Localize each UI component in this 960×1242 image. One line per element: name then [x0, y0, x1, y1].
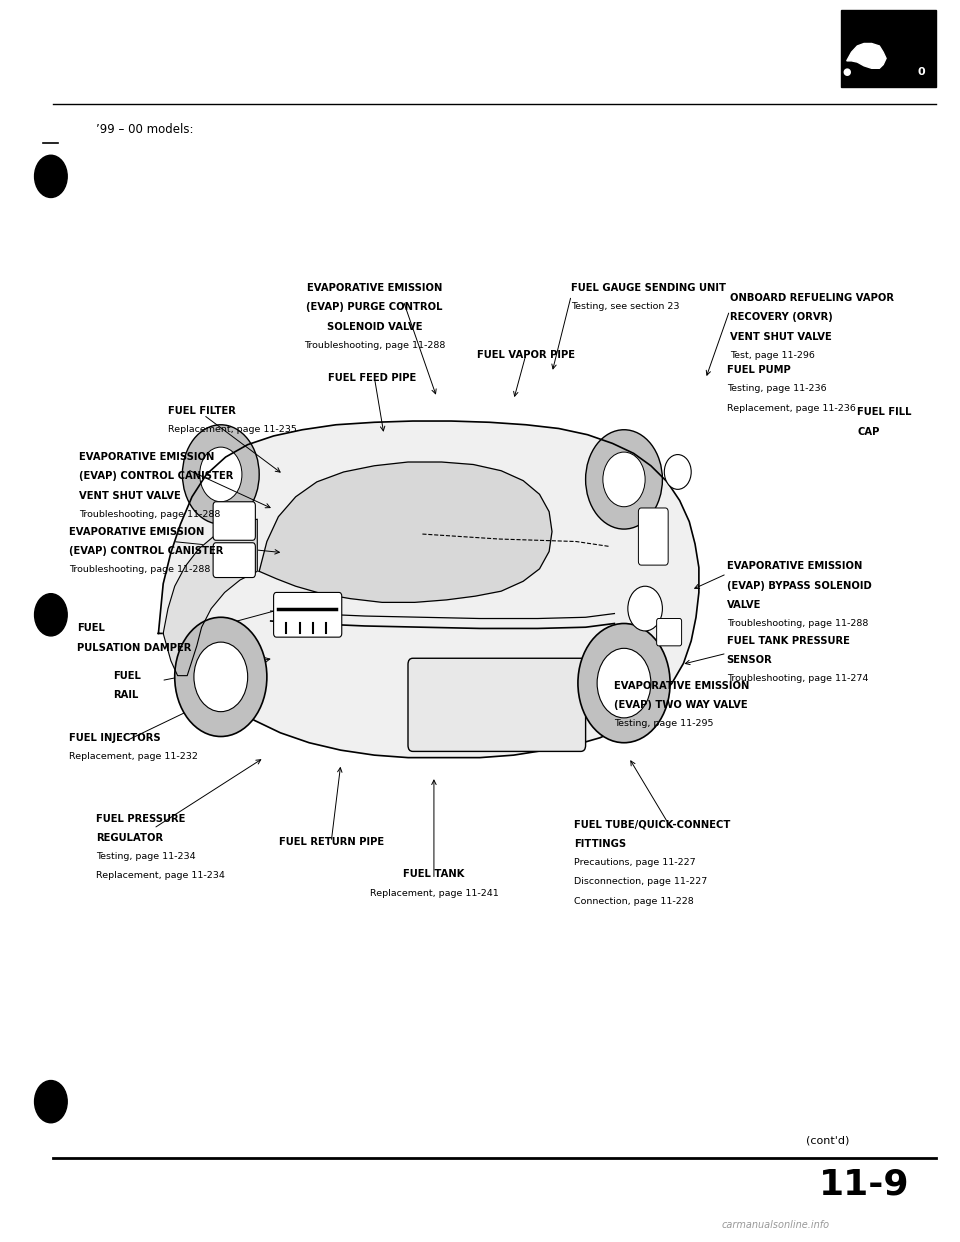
- Circle shape: [200, 447, 242, 502]
- Text: FUEL VAPOR PIPE: FUEL VAPOR PIPE: [477, 350, 575, 360]
- Text: SOLENOID VALVE: SOLENOID VALVE: [326, 322, 422, 332]
- Circle shape: [578, 623, 670, 743]
- Text: VENT SHUT VALVE: VENT SHUT VALVE: [79, 491, 180, 501]
- Text: RAIL: RAIL: [113, 691, 138, 700]
- Text: PULSATION DAMPER: PULSATION DAMPER: [77, 643, 191, 653]
- FancyBboxPatch shape: [657, 619, 682, 646]
- Circle shape: [35, 155, 67, 197]
- Text: EVAPORATIVE EMISSION: EVAPORATIVE EMISSION: [614, 681, 750, 691]
- Bar: [841, 10, 936, 87]
- FancyBboxPatch shape: [213, 543, 255, 578]
- Text: FUEL: FUEL: [77, 623, 105, 633]
- Text: (EVAP) CONTROL CANISTER: (EVAP) CONTROL CANISTER: [79, 471, 233, 482]
- Text: EVAPORATIVE EMISSION: EVAPORATIVE EMISSION: [727, 561, 862, 571]
- Text: CAP: CAP: [857, 426, 879, 437]
- Text: FUEL FEED PIPE: FUEL FEED PIPE: [328, 373, 417, 383]
- Text: carmanualsonline.info: carmanualsonline.info: [722, 1220, 829, 1230]
- Text: (EVAP) CONTROL CANISTER: (EVAP) CONTROL CANISTER: [69, 546, 224, 556]
- Text: FUEL PUMP: FUEL PUMP: [727, 365, 790, 375]
- Text: FUEL PRESSURE: FUEL PRESSURE: [96, 814, 185, 823]
- Circle shape: [628, 586, 662, 631]
- Circle shape: [182, 425, 259, 524]
- Text: EVAPORATIVE EMISSION: EVAPORATIVE EMISSION: [79, 452, 214, 462]
- Text: VALVE: VALVE: [727, 600, 761, 610]
- Text: Replacement, page 11-241: Replacement, page 11-241: [370, 889, 498, 898]
- FancyBboxPatch shape: [408, 658, 586, 751]
- Text: Testing, see section 23: Testing, see section 23: [571, 302, 680, 312]
- Text: (EVAP) PURGE CONTROL: (EVAP) PURGE CONTROL: [306, 302, 443, 313]
- Circle shape: [194, 642, 248, 712]
- Text: Connection, page 11-228: Connection, page 11-228: [574, 897, 694, 905]
- FancyBboxPatch shape: [213, 502, 255, 540]
- Polygon shape: [158, 421, 699, 758]
- Text: Replacement, page 11-236: Replacement, page 11-236: [727, 404, 855, 412]
- Text: RECOVERY (ORVR): RECOVERY (ORVR): [730, 312, 832, 323]
- Text: FUEL INJECTORS: FUEL INJECTORS: [69, 733, 160, 743]
- Circle shape: [35, 594, 67, 636]
- Text: (EVAP) TWO WAY VALVE: (EVAP) TWO WAY VALVE: [614, 699, 748, 710]
- Text: 0: 0: [918, 67, 925, 77]
- Text: Troubleshooting, page 11-274: Troubleshooting, page 11-274: [727, 674, 868, 683]
- Text: SENSOR: SENSOR: [727, 656, 773, 666]
- Circle shape: [664, 455, 691, 489]
- Text: Testing, page 11-236: Testing, page 11-236: [727, 385, 827, 394]
- FancyBboxPatch shape: [274, 592, 342, 637]
- Polygon shape: [259, 462, 552, 602]
- Text: EVAPORATIVE EMISSION: EVAPORATIVE EMISSION: [306, 283, 443, 293]
- Polygon shape: [163, 519, 257, 676]
- Text: Replacement, page 11-232: Replacement, page 11-232: [69, 753, 198, 761]
- Text: FUEL TUBE/QUICK-CONNECT: FUEL TUBE/QUICK-CONNECT: [574, 820, 731, 830]
- FancyBboxPatch shape: [638, 508, 668, 565]
- Text: Testing, page 11-234: Testing, page 11-234: [96, 852, 196, 861]
- Text: FUEL RETURN PIPE: FUEL RETURN PIPE: [278, 837, 384, 847]
- Text: FUEL TANK PRESSURE: FUEL TANK PRESSURE: [727, 636, 850, 646]
- Text: ONBOARD REFUELING VAPOR: ONBOARD REFUELING VAPOR: [730, 293, 894, 303]
- Text: ’99 – 00 models:: ’99 – 00 models:: [96, 123, 194, 135]
- Circle shape: [586, 430, 662, 529]
- Text: Replacement, page 11-234: Replacement, page 11-234: [96, 872, 225, 881]
- Text: Troubleshooting, page 11-288: Troubleshooting, page 11-288: [69, 565, 210, 574]
- Text: EVAPORATIVE EMISSION: EVAPORATIVE EMISSION: [69, 527, 204, 537]
- Text: Replacement, page 11-235: Replacement, page 11-235: [168, 425, 297, 435]
- Text: REGULATOR: REGULATOR: [96, 833, 163, 843]
- Text: FUEL TANK: FUEL TANK: [403, 869, 465, 879]
- Circle shape: [597, 648, 651, 718]
- Text: FUEL FILTER: FUEL FILTER: [168, 406, 236, 416]
- Text: (cont'd): (cont'd): [805, 1135, 850, 1145]
- Text: 11-9: 11-9: [819, 1167, 909, 1202]
- Text: FUEL: FUEL: [113, 671, 141, 681]
- Text: Troubleshooting, page 11-288: Troubleshooting, page 11-288: [79, 509, 220, 519]
- Text: Test, page 11-296: Test, page 11-296: [730, 350, 814, 360]
- Text: FUEL FILL: FUEL FILL: [857, 407, 912, 417]
- Text: VENT SHUT VALVE: VENT SHUT VALVE: [730, 332, 831, 342]
- Text: (EVAP) BYPASS SOLENOID: (EVAP) BYPASS SOLENOID: [727, 580, 872, 591]
- Text: Troubleshooting, page 11-288: Troubleshooting, page 11-288: [727, 619, 868, 628]
- Text: Testing, page 11-295: Testing, page 11-295: [614, 719, 714, 728]
- Polygon shape: [847, 43, 886, 68]
- Text: FITTINGS: FITTINGS: [574, 840, 626, 850]
- Text: FUEL GAUGE SENDING UNIT: FUEL GAUGE SENDING UNIT: [571, 283, 726, 293]
- Circle shape: [175, 617, 267, 737]
- Circle shape: [603, 452, 645, 507]
- Text: ●: ●: [843, 67, 851, 77]
- Text: Disconnection, page 11-227: Disconnection, page 11-227: [574, 877, 708, 887]
- Circle shape: [35, 1081, 67, 1123]
- Text: Troubleshooting, page 11-288: Troubleshooting, page 11-288: [303, 340, 445, 350]
- Text: Precautions, page 11-227: Precautions, page 11-227: [574, 858, 696, 867]
